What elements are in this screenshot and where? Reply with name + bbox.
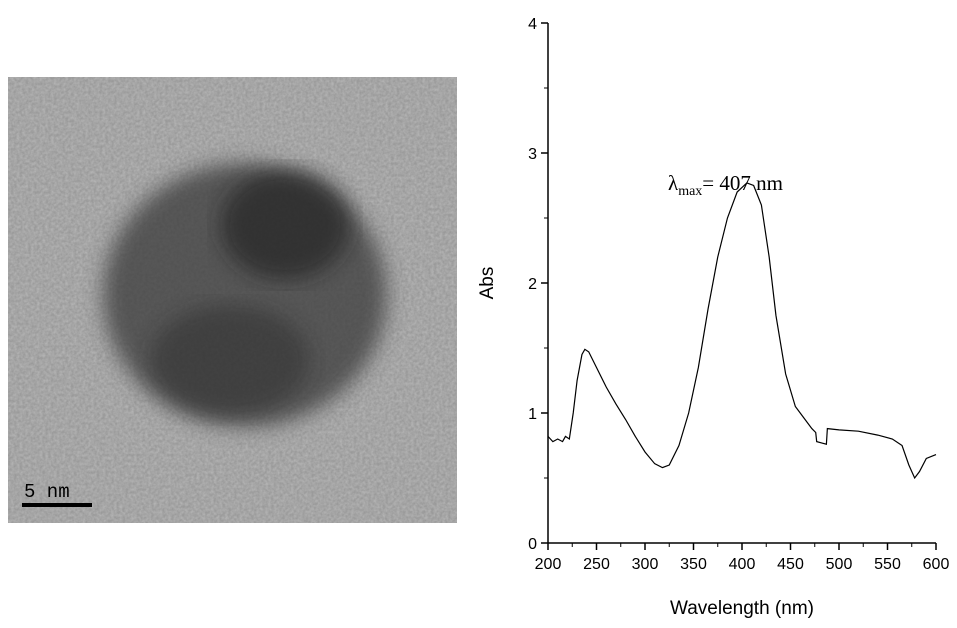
x-axis-label: Wavelength (nm): [670, 598, 814, 619]
scale-bar: [22, 503, 92, 507]
y-tick-label: 3: [528, 146, 537, 163]
y-tick-label: 0: [528, 536, 537, 553]
scale-bar-label: 5 nm: [24, 481, 70, 503]
x-tick-label: 200: [535, 556, 562, 573]
x-tick-label: 300: [632, 556, 659, 573]
x-tick-label: 450: [777, 556, 804, 573]
x-tick-label: 550: [874, 556, 901, 573]
x-tick-label: 400: [729, 556, 756, 573]
annotation-text: = 407 nm: [702, 171, 783, 195]
y-axis-label: Abs: [477, 267, 498, 300]
x-tick-label: 500: [826, 556, 853, 573]
y-tick-label: 2: [528, 276, 537, 293]
annotation: λmax= 407 nm: [668, 171, 783, 199]
x-tick-label: 350: [680, 556, 707, 573]
x-tick-label: 250: [583, 556, 610, 573]
tem-image: 5 nm: [8, 77, 457, 523]
y-tick-label: 1: [528, 406, 537, 423]
x-tick-label: 600: [923, 556, 950, 573]
y-tick-label: 4: [528, 16, 537, 33]
annotation-subscript: max: [678, 184, 702, 199]
annotation-symbol: λ: [668, 171, 679, 195]
spectrum-line: [547, 182, 937, 480]
